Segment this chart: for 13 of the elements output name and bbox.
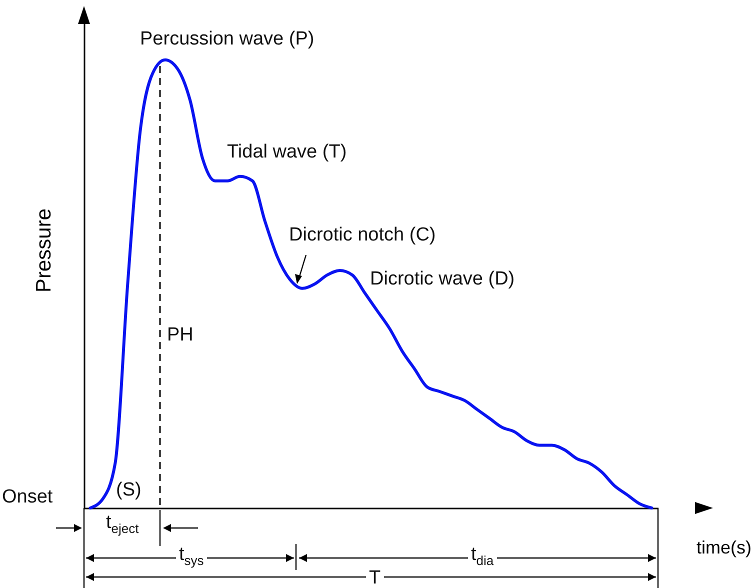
x-axis-title: time(s): [696, 538, 752, 558]
annotation: Dicrotic wave (D): [370, 268, 515, 290]
annotation: Dicrotic notch (C): [289, 224, 436, 246]
text: T: [366, 568, 384, 588]
text: Onset: [2, 486, 53, 508]
text: Percussion wave (P): [140, 28, 314, 50]
annotation: PH: [167, 324, 194, 346]
text: t$_{eject}$: [106, 512, 139, 536]
annotation: (S): [116, 480, 142, 500]
annotation: Tidal wave (T): [227, 142, 347, 162]
y-axis-title: Pressure: [32, 208, 56, 293]
text: t$_{dia}$: [468, 544, 497, 568]
text: t$_{sys}$: [176, 544, 207, 568]
